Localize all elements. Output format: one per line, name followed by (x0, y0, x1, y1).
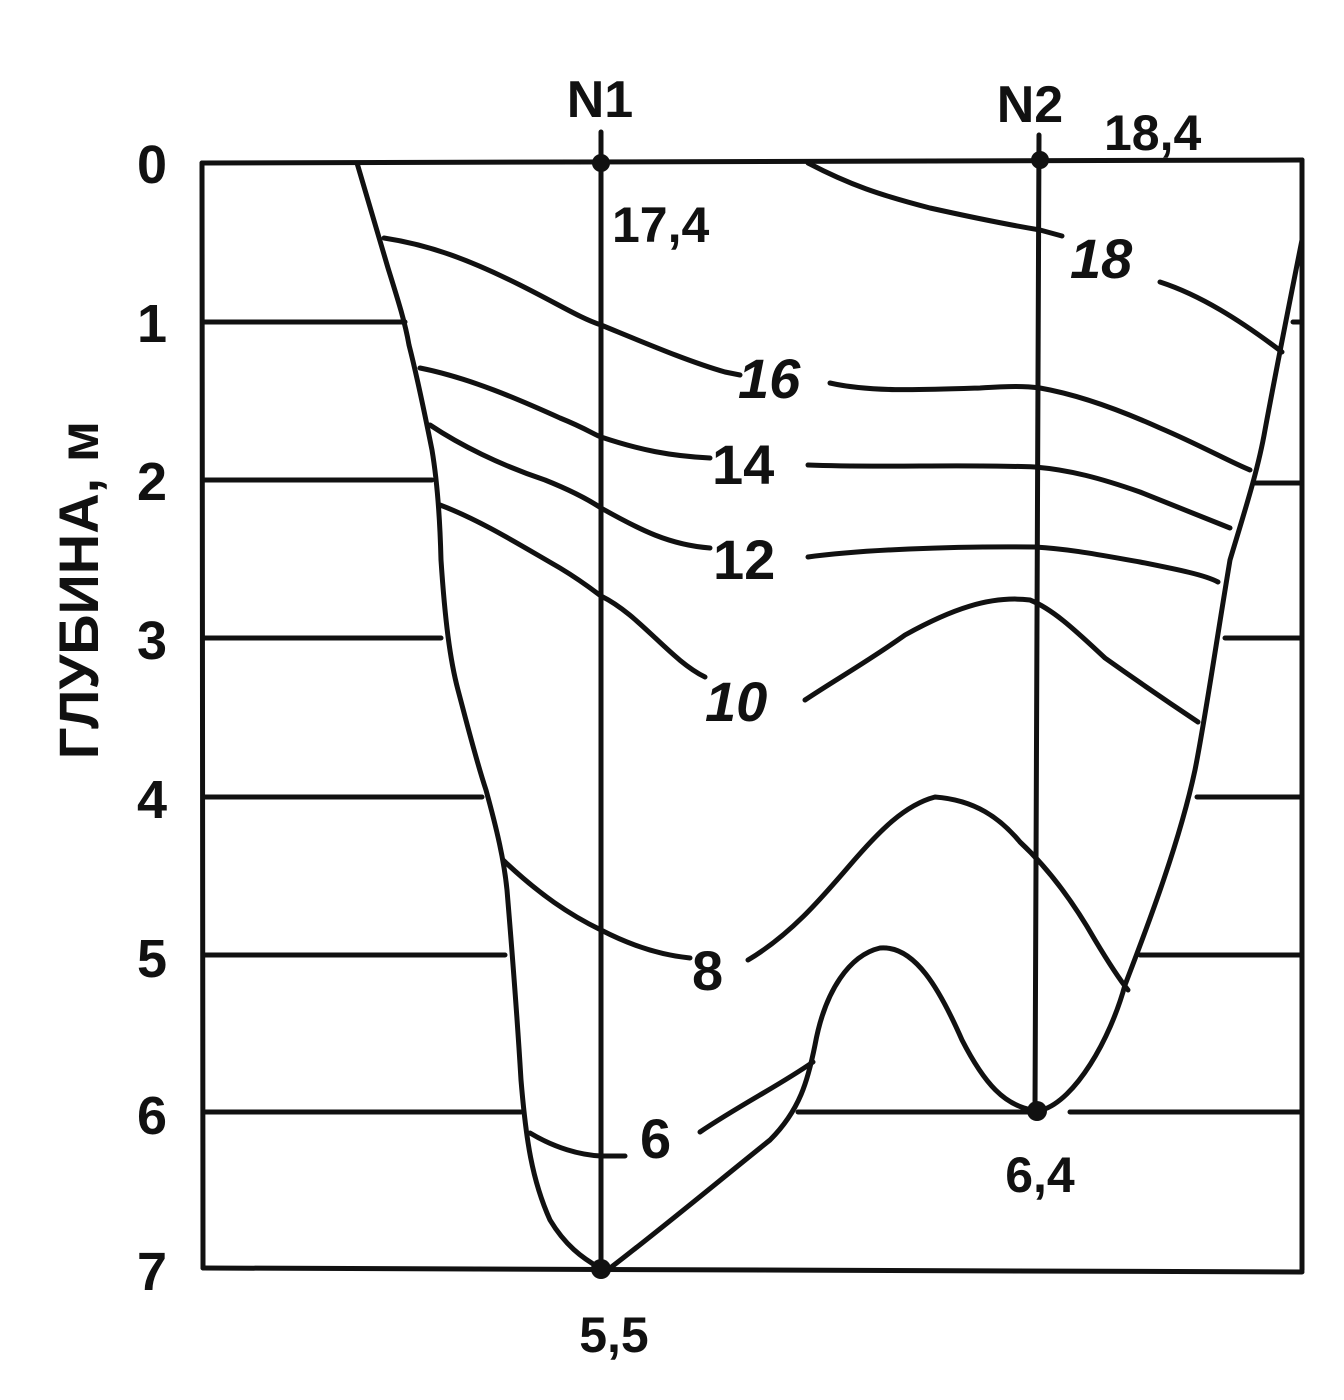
surface-line (199, 157, 1305, 166)
isotherm-14-line-left (417, 365, 713, 461)
station-n2-surface-value: 18,4 (1104, 105, 1202, 161)
y-tick-label: 5 (137, 929, 167, 989)
y-tick-label: 6 (137, 1086, 167, 1146)
bottom-line (200, 1265, 1305, 1275)
y-tick-label: 4 (137, 770, 167, 830)
station-n1-surface-value: 17,4 (612, 197, 710, 253)
station-n1-surface-dot (592, 154, 610, 172)
isotherm-10-line-left (437, 502, 708, 680)
right-bank (1039, 157, 1305, 1113)
y-tick-label: 7 (137, 1242, 167, 1302)
y-axis-label: ГЛУБИНА, м (47, 421, 110, 759)
left-bank (354, 160, 603, 1271)
left-axis (199, 160, 206, 1271)
isotherm-18-line-left (805, 160, 1065, 239)
isotherm-16-line-left (381, 235, 743, 378)
isotherm-18-line-right (1157, 279, 1285, 355)
isotherm-label-10: 10 (705, 670, 767, 733)
bottom-profile (602, 945, 1035, 1275)
isotherm-label-18: 18 (1070, 227, 1133, 290)
isotherm-12-line-left (427, 422, 713, 551)
isotherm-10-line-right (802, 596, 1201, 725)
station-n1-bottom-value: 5,5 (579, 1307, 649, 1363)
isotherm-6-line-right (697, 1059, 816, 1135)
isotherm-label-16: 16 (738, 347, 801, 410)
isotherm-label-8: 8 (692, 939, 723, 1002)
y-tick-label: 3 (137, 611, 167, 671)
isotherm-8-line-right (745, 794, 1131, 993)
isotherm-label-6: 6 (640, 1107, 671, 1170)
y-tick-label: 2 (137, 452, 167, 512)
y-tick-label: 1 (137, 294, 167, 354)
y-tick-label: 0 (137, 135, 167, 195)
station-n1-label: N1 (567, 71, 633, 129)
y-tick-labels: 0 1 2 3 4 5 6 7 (137, 135, 167, 1302)
isotherm-8-line-left (500, 857, 693, 961)
station-n1-bottom-dot (591, 1259, 611, 1279)
isotherm-label-12: 12 (713, 528, 775, 591)
station-n2-bottom-dot (1027, 1101, 1047, 1121)
station-n2-surface-dot (1031, 151, 1049, 169)
isotherm-16-line-right (827, 380, 1253, 473)
station-n2-line (1032, 132, 1042, 1113)
isotherm-14-line-right (805, 462, 1233, 531)
isotherm-label-14: 14 (712, 433, 774, 496)
station-n2-label: N2 (997, 76, 1063, 134)
isotherm-6-line-left (527, 1130, 628, 1159)
station-n2-bottom-value: 6,4 (1005, 1147, 1075, 1203)
isotherm-12-line-right (805, 544, 1221, 585)
